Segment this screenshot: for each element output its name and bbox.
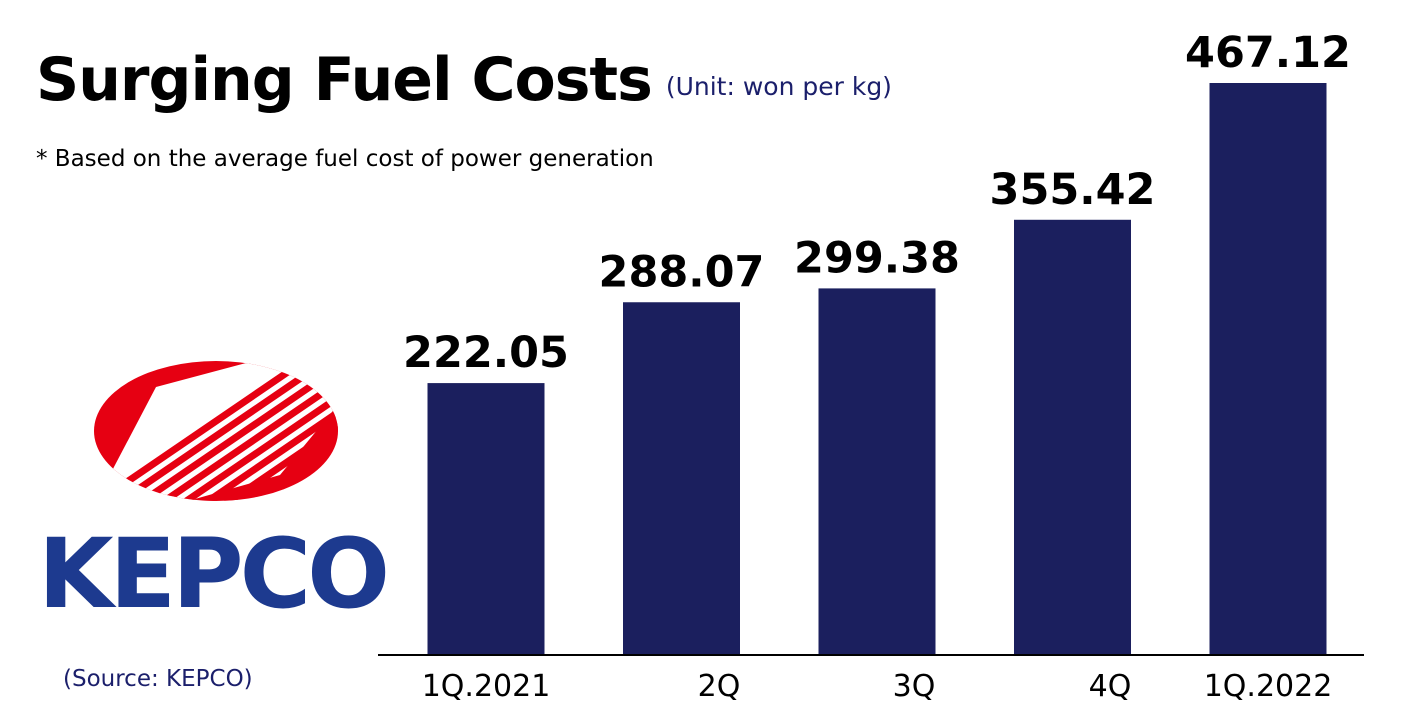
x-tick-label: 1Q.2022 bbox=[1204, 669, 1333, 704]
kepco-emblem-icon bbox=[94, 361, 338, 501]
kepco-logo: KEPCO bbox=[36, 355, 390, 639]
title-row: Surging Fuel Costs (Unit: won per kg) bbox=[36, 40, 892, 120]
bar-4Q bbox=[1014, 219, 1131, 655]
bar-2Q bbox=[623, 302, 740, 655]
value-labels-group: 222.05 288.07 299.38 355.42 467.12 bbox=[403, 28, 1351, 378]
bar-1Q.2022 bbox=[1209, 83, 1327, 655]
bar-1Q.2021 bbox=[427, 383, 545, 655]
x-tick-label: 3Q bbox=[893, 669, 936, 704]
x-tick-label: 1Q.2021 bbox=[422, 669, 551, 704]
unit-note: (Unit: won per kg) bbox=[665, 72, 892, 101]
x-tick-label: 4Q bbox=[1089, 669, 1132, 704]
kepco-wordmark: KEPCO bbox=[38, 518, 390, 630]
bar-value-label: 467.12 bbox=[1185, 28, 1351, 78]
kepco-logo-graphic: KEPCO bbox=[38, 361, 390, 630]
source-note: (Source: KEPCO) bbox=[63, 666, 253, 692]
chart-title: Surging Fuel Costs bbox=[36, 45, 653, 115]
bars-group bbox=[427, 83, 1327, 655]
bar-value-label: 299.38 bbox=[794, 233, 960, 283]
chart-subtitle: * Based on the average fuel cost of powe… bbox=[36, 146, 654, 172]
tick-labels-group: 1Q.2021 2Q 3Q 4Q 1Q.2022 bbox=[422, 669, 1333, 704]
kepco-wordmark-text: KEPCO bbox=[38, 518, 386, 630]
bar-value-label: 222.05 bbox=[403, 328, 569, 378]
x-tick-label: 2Q bbox=[698, 669, 741, 704]
bar-3Q bbox=[818, 288, 936, 655]
bar-value-label: 355.42 bbox=[990, 165, 1156, 215]
bar-value-label: 288.07 bbox=[599, 247, 765, 297]
